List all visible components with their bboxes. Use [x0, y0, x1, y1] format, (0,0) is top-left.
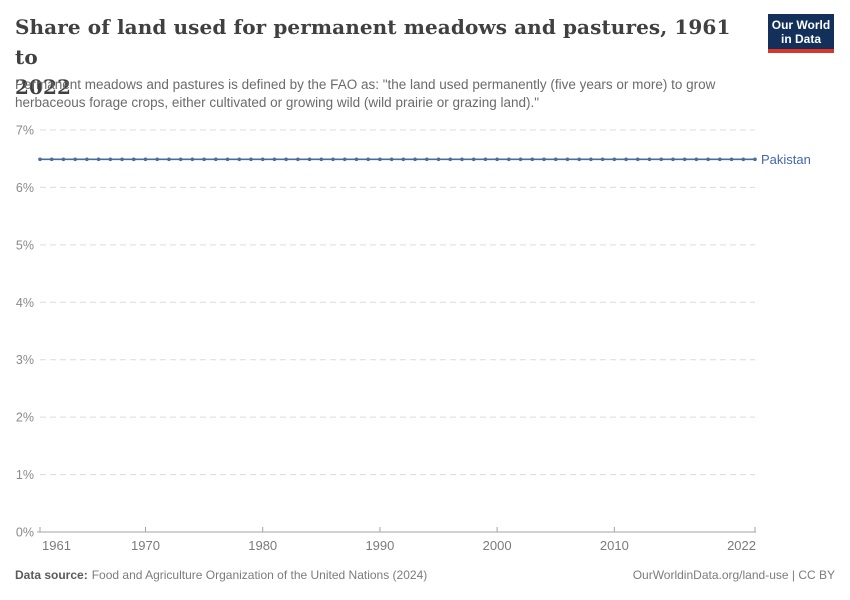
data-point-pakistan	[706, 157, 710, 162]
data-point-pakistan	[331, 157, 335, 162]
y-axis-tick-label: 1%	[16, 468, 34, 482]
y-axis-tick-label: 2%	[16, 411, 34, 425]
data-point-pakistan	[272, 157, 277, 162]
data-point-pakistan	[600, 157, 605, 162]
data-point-pakistan	[354, 157, 359, 162]
data-point-pakistan	[542, 157, 546, 162]
chart-title-line1: Share of land used for permanent meadows…	[15, 15, 731, 69]
y-axis-tick-label: 3%	[16, 353, 34, 367]
owid-logo: Our World in Data	[768, 14, 834, 53]
data-point-pakistan	[694, 157, 699, 162]
data-point-pakistan	[143, 157, 148, 162]
data-point-pakistan	[167, 157, 171, 162]
data-point-pakistan	[131, 157, 136, 162]
data-point-pakistan	[448, 157, 453, 162]
data-point-pakistan	[214, 157, 218, 162]
data-point-pakistan	[624, 157, 628, 162]
y-axis-tick-label: 7%	[16, 124, 34, 138]
x-axis-tick-label: 2000	[483, 538, 512, 553]
data-point-pakistan	[49, 157, 54, 162]
owid-logo-line2: in Data	[780, 31, 821, 46]
data-point-pakistan	[741, 157, 746, 162]
x-axis-tick-label: 2010	[600, 538, 629, 553]
data-point-pakistan	[61, 157, 66, 162]
x-axis-tick-label: 2022	[727, 538, 756, 553]
data-point-pakistan	[647, 157, 652, 162]
data-point-pakistan	[120, 157, 124, 162]
chart-title-line2: 2022	[15, 75, 72, 99]
data-point-pakistan	[225, 157, 230, 162]
data-point-pakistan	[729, 157, 734, 162]
data-point-pakistan	[413, 157, 417, 162]
y-axis-tick-label: 5%	[16, 238, 34, 252]
x-axis-tick-label: 1980	[248, 538, 277, 553]
data-point-pakistan	[577, 157, 581, 162]
data-point-pakistan	[718, 157, 722, 162]
data-point-pakistan	[284, 157, 288, 162]
chart-subtitle-line2: herbaceous forage crops, either cultivat…	[15, 94, 540, 110]
data-point-pakistan	[237, 157, 242, 162]
data-point-pakistan	[96, 157, 101, 162]
chart-footer: Data source: Food and Agriculture Organiz…	[15, 568, 835, 582]
owid-logo-line1: Our World	[771, 17, 831, 32]
data-point-pakistan	[436, 157, 441, 162]
data-point-pakistan	[518, 157, 523, 162]
data-point-pakistan	[178, 157, 183, 162]
data-point-pakistan	[389, 157, 394, 162]
data-point-pakistan	[589, 157, 593, 162]
data-point-pakistan	[671, 157, 675, 162]
data-point-pakistan	[38, 157, 42, 162]
data-point-pakistan	[530, 157, 535, 162]
data-point-pakistan	[460, 157, 464, 162]
data-point-pakistan	[155, 157, 160, 162]
data-point-pakistan	[366, 157, 370, 162]
y-axis-tick-label: 6%	[16, 181, 34, 195]
data-point-pakistan	[73, 157, 77, 162]
data-point-pakistan	[108, 157, 113, 162]
data-point-pakistan	[612, 157, 617, 162]
data-point-pakistan	[565, 157, 570, 162]
data-point-pakistan	[307, 157, 312, 162]
data-point-pakistan	[507, 157, 511, 162]
chart-title: Share of land used for permanent meadows…	[15, 12, 745, 102]
data-point-pakistan	[483, 157, 488, 162]
data-point-pakistan	[260, 157, 265, 162]
data-point-pakistan	[249, 157, 253, 162]
series-label-pakistan[interactable]: Pakistan	[761, 152, 811, 167]
data-source-text: Food and Agriculture Organization of the…	[91, 568, 428, 582]
data-point-pakistan	[682, 157, 687, 162]
data-point-pakistan	[495, 157, 499, 162]
data-point-pakistan	[471, 157, 476, 162]
data-point-pakistan	[190, 157, 195, 162]
data-point-pakistan	[659, 157, 664, 162]
chart-subtitle: Permanent meadows and pastures is define…	[15, 76, 805, 111]
y-axis-tick-label: 0%	[16, 526, 34, 540]
data-source-label: Data source:	[15, 568, 88, 582]
license-credit[interactable]: OurWorldinData.org/land-use | CC BY	[632, 568, 835, 582]
data-point-pakistan	[553, 157, 558, 162]
data-point-pakistan	[635, 157, 640, 162]
y-axis-tick-label: 4%	[16, 296, 34, 310]
data-point-pakistan	[425, 157, 429, 162]
data-point-pakistan	[202, 157, 206, 162]
data-point-pakistan	[378, 157, 382, 162]
data-point-pakistan	[319, 157, 324, 162]
x-axis-tick-label: 1970	[131, 538, 160, 553]
data-point-pakistan	[401, 157, 406, 162]
data-source-note: Data source: Food and Agriculture Organiz…	[15, 568, 427, 582]
x-axis-tick-label: 1961	[42, 538, 71, 553]
x-axis-tick-label: 1990	[365, 538, 394, 553]
data-point-pakistan	[296, 157, 300, 162]
chart-subtitle-line1: Permanent meadows and pastures is define…	[15, 77, 716, 92]
data-point-pakistan	[753, 157, 757, 162]
data-point-pakistan	[85, 157, 89, 162]
data-point-pakistan	[342, 157, 347, 162]
